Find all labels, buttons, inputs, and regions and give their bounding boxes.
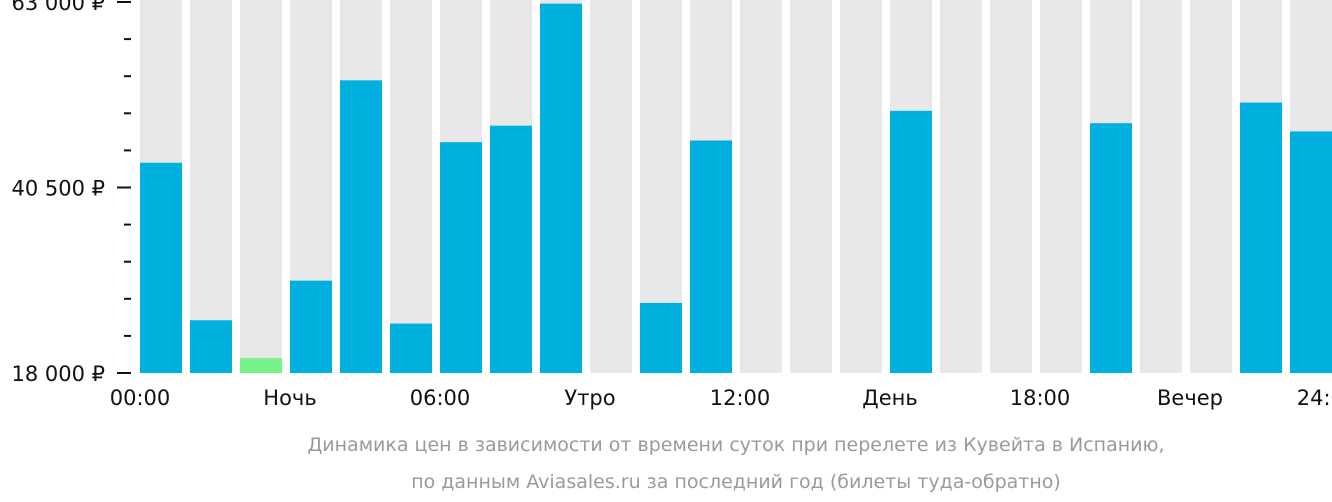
bg-column-20 [1140, 0, 1182, 373]
bar-19:00 [1090, 123, 1132, 374]
bg-column-13 [790, 0, 832, 373]
x-tick-label: 00:00 [110, 386, 171, 410]
y-tick-label: 63 000 ₽ [11, 0, 105, 15]
bar-01:00 [190, 320, 232, 373]
bar-22:00 [1240, 102, 1282, 374]
bar-03:00 [290, 280, 332, 373]
bar-06:00 [440, 142, 482, 373]
bg-column-5 [390, 0, 432, 373]
bg-column-16 [940, 0, 982, 373]
x-tick-label: Утро [564, 386, 615, 410]
bar-02:00 [240, 358, 282, 373]
bar-23:00 [1290, 131, 1332, 373]
bg-column-2 [240, 0, 282, 373]
bar-07:00 [490, 125, 532, 374]
caption-line-1: Динамика цен в зависимости от времени су… [307, 434, 1164, 456]
bar-05:00 [390, 323, 432, 373]
bar-04:00 [340, 80, 382, 374]
bar-00:00 [140, 162, 182, 373]
bg-column-17 [990, 0, 1032, 373]
x-tick-label: 12:00 [710, 386, 771, 410]
x-axis: 00:00 Ночь 06:00 Утро 12:00 День 18:00 Вечер 24:… [110, 386, 1332, 410]
caption-line-2: по данным Aviasales.ru за последний год … [411, 471, 1061, 493]
bg-column-14 [840, 0, 882, 373]
bar-08:00 [540, 3, 582, 373]
bg-column-18 [1040, 0, 1082, 373]
x-tick-label: День [862, 386, 917, 410]
bg-column-12 [740, 0, 782, 373]
bg-column-21 [1190, 0, 1232, 373]
bars [140, 3, 1332, 374]
x-tick-label: Ночь [263, 386, 316, 410]
x-tick-label: 18:00 [1010, 386, 1071, 410]
y-tick-label: 18 000 ₽ [11, 362, 105, 386]
y-axis: 18 000 ₽ 40 500 ₽ 63 000 ₽ [11, 0, 131, 386]
x-tick-label: 06:00 [410, 386, 471, 410]
x-tick-label: 24:00 [1297, 386, 1332, 410]
bar-11:00 [690, 140, 732, 373]
chart-caption: Динамика цен в зависимости от времени су… [307, 434, 1164, 493]
y-tick-label: 40 500 ₽ [11, 177, 105, 201]
bg-column-9 [590, 0, 632, 373]
bar-10:00 [640, 302, 682, 373]
bar-15:00 [890, 110, 932, 374]
x-tick-label: Вечер [1157, 386, 1223, 410]
bg-column-1 [190, 0, 232, 373]
